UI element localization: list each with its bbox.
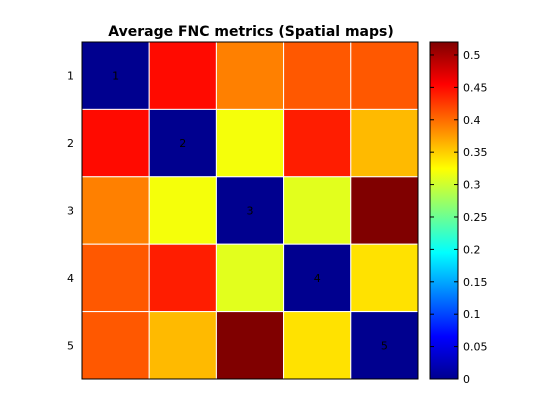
colorbar	[429, 41, 459, 380]
colorbar-tick-label: 0.05	[463, 341, 488, 354]
heatmap-cell	[215, 243, 285, 313]
row-tick-label: 1	[67, 70, 74, 83]
colorbar-tick-label: 0.4	[463, 114, 481, 127]
heatmap-cell	[215, 108, 285, 178]
heatmap-cell	[148, 108, 217, 178]
heatmap-cell	[350, 176, 419, 245]
row-tick-labels: 1 2 3 4 5	[67, 70, 74, 353]
heatmap-cell	[148, 41, 217, 110]
colorbar-tick-label: 0.35	[463, 146, 488, 159]
heatmap-cell	[148, 243, 217, 313]
colorbar-tick-label: 0.15	[463, 276, 488, 289]
diagonal-label: 1	[112, 70, 119, 83]
heatmap-cell	[350, 41, 419, 110]
chart-title: Average FNC metrics (Spatial maps)	[108, 24, 393, 40]
heatmap-cell	[283, 176, 352, 245]
colorbar-ticks: 0 0.05 0.1 0.15 0.2 0.25 0.3 0.35 0.4 0.45 0.5	[430, 49, 488, 386]
heatmap-cell	[283, 41, 352, 110]
heatmap-cell	[81, 243, 150, 313]
heatmap-cell	[215, 176, 285, 245]
heatmap-cell	[283, 243, 352, 313]
heatmap-cell	[81, 41, 150, 110]
heatmap-cell	[215, 41, 285, 110]
heatmap-cell	[283, 108, 352, 178]
colorbar-tick-label: 0.45	[463, 81, 488, 94]
colorbar-tick-label: 0.5	[463, 49, 481, 62]
colorbar-tick-label: 0	[463, 373, 470, 386]
diagonal-label: 4	[314, 272, 321, 285]
row-tick-label: 2	[67, 137, 74, 150]
colorbar-tick-label: 0.25	[463, 211, 488, 224]
heatmap-cell	[283, 311, 352, 380]
heatmap-cell	[81, 108, 150, 178]
heatmap-cells: 1 2 3 4 5	[81, 41, 419, 380]
colorbar-tick-label: 0.1	[463, 308, 481, 321]
diagonal-label: 5	[381, 339, 388, 352]
heatmap-cell	[350, 108, 419, 178]
row-tick-label: 3	[67, 205, 74, 218]
row-tick-label: 5	[67, 339, 74, 352]
heatmap-cell	[81, 311, 150, 380]
heatmap-cell	[148, 176, 217, 245]
colorbar-tick-label: 0.3	[463, 179, 481, 192]
heatmap-cell	[215, 311, 285, 380]
row-tick-label: 4	[67, 272, 74, 285]
colorbar-tick-label: 0.2	[463, 243, 481, 256]
heatmap-cell	[350, 243, 419, 313]
diagonal-label: 2	[179, 137, 186, 150]
heatmap-cell	[148, 311, 217, 380]
heatmap-cell	[81, 176, 150, 245]
diagonal-label: 3	[247, 205, 254, 218]
plot-frame	[81, 41, 419, 380]
